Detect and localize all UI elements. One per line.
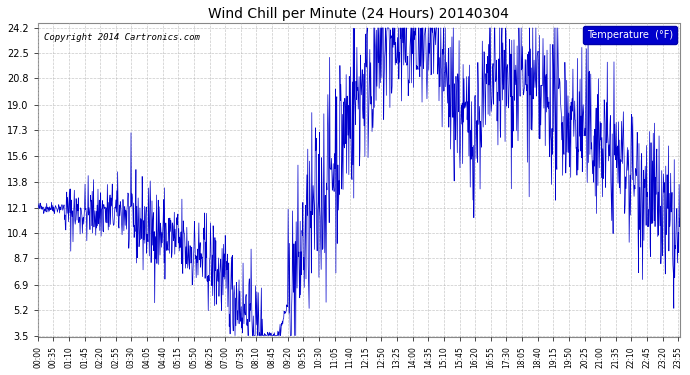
Text: Copyright 2014 Cartronics.com: Copyright 2014 Cartronics.com (44, 33, 200, 42)
Title: Wind Chill per Minute (24 Hours) 20140304: Wind Chill per Minute (24 Hours) 2014030… (208, 7, 509, 21)
Legend: Temperature  (°F): Temperature (°F) (583, 26, 677, 44)
